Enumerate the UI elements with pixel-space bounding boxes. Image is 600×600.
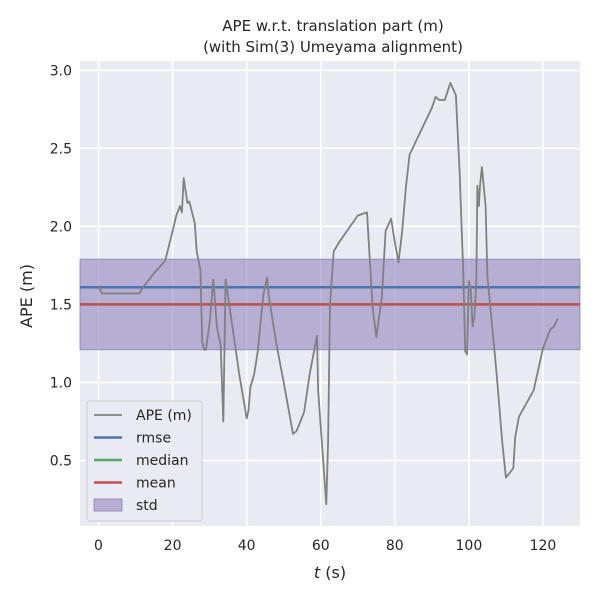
y-tick-labels: 0.5 1.0 1.5 2.0 2.5 3.0 <box>50 63 72 469</box>
legend-box <box>86 400 203 522</box>
x-tick-label: 80 <box>386 538 404 554</box>
legend-entry-rmse: rmse <box>94 431 171 447</box>
x-tick-label: 120 <box>530 538 557 554</box>
x-axis-label-var: t <box>314 563 321 582</box>
legend-label: APE (m) <box>136 408 192 424</box>
legend-entry-ape-m: APE (m) <box>94 408 192 424</box>
y-tick-label: 0.5 <box>50 453 72 469</box>
chart-title: APE w.r.t. translation part (m) <box>222 17 443 35</box>
y-tick-label: 2.5 <box>50 141 72 157</box>
legend-entry-mean: mean <box>94 476 176 492</box>
x-tick-label: 20 <box>164 538 182 554</box>
x-axis-label: t (s) <box>314 563 346 582</box>
legend-label: rmse <box>136 431 171 447</box>
series-layer <box>97 81 559 506</box>
legend-entry-median: median <box>94 453 188 469</box>
y-tick-label: 1.5 <box>50 297 72 313</box>
y-tick-label: 3.0 <box>50 63 72 79</box>
x-axis-label-unit: (s) <box>320 563 346 582</box>
legend: APE (m) rmse median mean std <box>86 400 203 522</box>
x-tick-label: 40 <box>238 538 256 554</box>
x-tick-label: 0 <box>94 538 103 554</box>
legend-entry-std: std <box>93 498 158 514</box>
chart-subtitle: (with Sim(3) Umeyama alignment) <box>203 38 463 56</box>
x-tick-labels: 0 20 40 60 80 100 120 <box>94 538 556 554</box>
legend-label: mean <box>136 476 176 492</box>
legend-label: std <box>136 498 158 514</box>
y-tick-label: 2.0 <box>50 219 72 235</box>
legend-label: median <box>136 453 188 469</box>
x-tick-label: 100 <box>456 538 483 554</box>
legend-swatch <box>93 498 123 512</box>
y-axis-label: APE (m) <box>17 264 36 328</box>
x-tick-label: 60 <box>312 538 330 554</box>
y-tick-label: 1.0 <box>50 375 72 391</box>
ape-series-line <box>97 81 559 506</box>
